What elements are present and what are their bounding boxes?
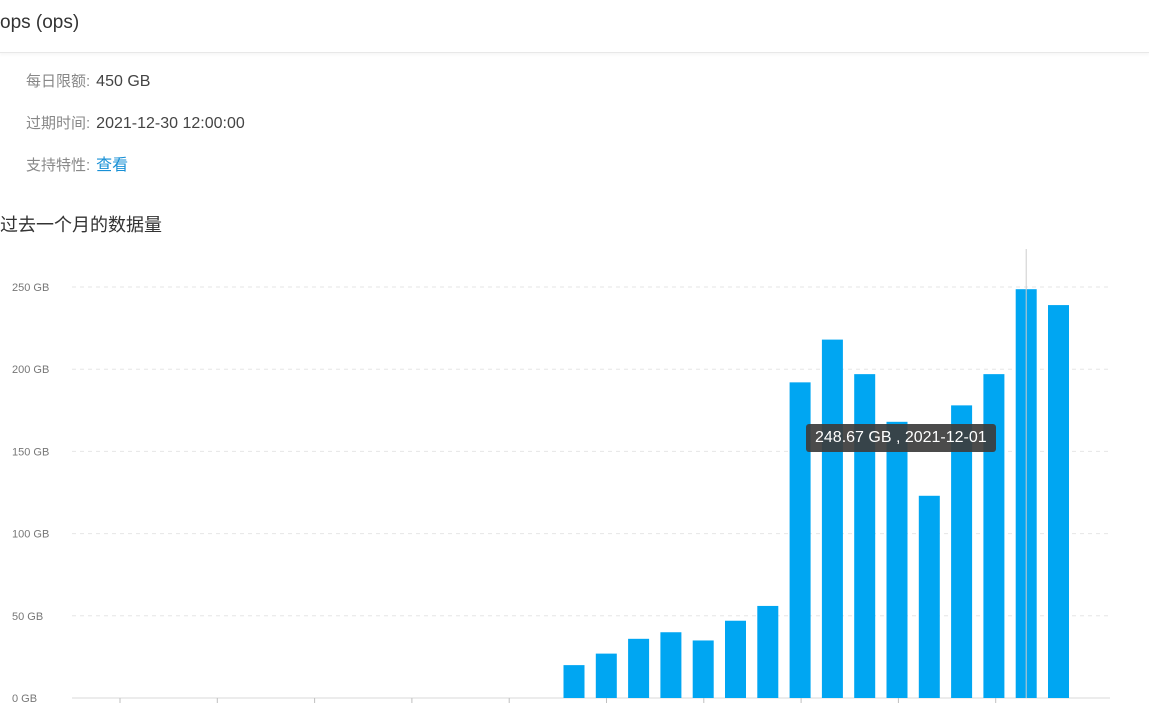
bar xyxy=(821,339,843,698)
bar xyxy=(1048,305,1069,698)
bar xyxy=(628,638,650,698)
expire-time-value: 2021-12-30 12:00:00 xyxy=(96,115,245,132)
y-tick-label: 100 GB xyxy=(12,529,49,541)
bar xyxy=(854,374,876,698)
info-list: 每日限额: 450 GB 过期时间: 2021-12-30 12:00:00 支持特… xyxy=(26,70,245,196)
y-tick-label: 200 GB xyxy=(12,364,49,376)
bar xyxy=(886,421,908,698)
usage-bar-chart: 0 GB 50 GB 100 GB 150 GB 200 GB 250 GB xyxy=(12,249,1110,705)
features-label: 支持特性: xyxy=(26,157,91,174)
header-bar: ops (ops) xyxy=(0,0,1149,53)
daily-limit-label: 每日限额: xyxy=(26,73,91,90)
y-tick-label: 50 GB xyxy=(12,611,43,623)
chart-tooltip: 248.67 GB , 2021-12-01 xyxy=(806,424,996,452)
chart-section-title: 过去一个月的数据量 xyxy=(0,215,162,235)
features-row: 支持特性: 查看 xyxy=(26,154,245,196)
bar xyxy=(789,382,811,698)
features-view-link[interactable]: 查看 xyxy=(96,157,129,174)
y-tick-label: 250 GB xyxy=(12,282,49,294)
bar xyxy=(983,374,1005,698)
bar xyxy=(725,620,746,698)
bar xyxy=(918,495,940,698)
expire-time-row: 过期时间: 2021-12-30 12:00:00 xyxy=(26,112,245,154)
bar xyxy=(757,605,779,698)
bar xyxy=(660,632,682,698)
daily-limit-row: 每日限额: 450 GB xyxy=(26,70,245,112)
page-title: ops (ops) xyxy=(0,12,80,33)
daily-limit-value: 450 GB xyxy=(96,73,151,90)
bar xyxy=(563,665,585,698)
y-tick-label: 0 GB xyxy=(12,693,37,705)
bar xyxy=(595,653,617,698)
bar xyxy=(692,640,714,698)
bar xyxy=(951,405,973,698)
y-tick-label: 150 GB xyxy=(12,446,49,458)
expire-time-label: 过期时间: xyxy=(26,115,91,132)
